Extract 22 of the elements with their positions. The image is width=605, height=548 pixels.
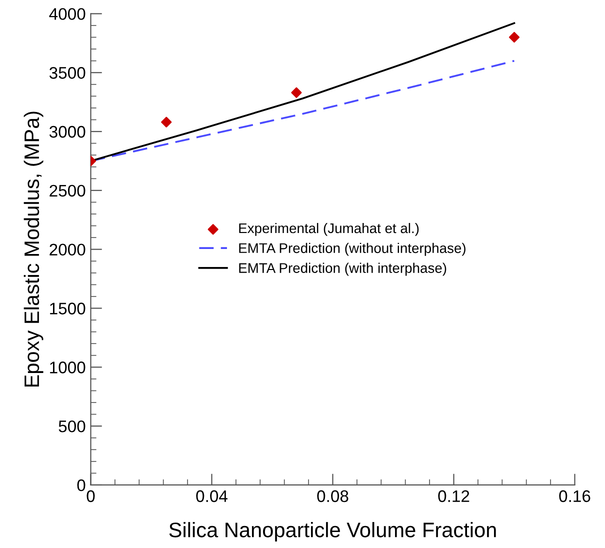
x-tick-label: 0 bbox=[86, 490, 95, 502]
x-tick-label: 0.08 bbox=[317, 490, 348, 502]
legend-label: EMTA Prediction (without interphase) bbox=[239, 242, 466, 256]
point bbox=[161, 116, 172, 128]
y-tick-label: 0 bbox=[77, 479, 86, 492]
y-tick-label: 1000 bbox=[50, 362, 86, 374]
y-tick-label: 2000 bbox=[50, 244, 86, 256]
point bbox=[291, 87, 302, 98]
y-axis-title: Epoxy Elastic Modulus, (MPa) bbox=[24, 112, 44, 387]
legend-label: EMTA Prediction (with interphase) bbox=[239, 262, 446, 276]
y-tick-label: 4000 bbox=[49, 8, 86, 20]
x-tick-label: 0.12 bbox=[438, 490, 470, 502]
point bbox=[508, 32, 520, 43]
y-tick-label: 3000 bbox=[49, 126, 86, 138]
x-tick-label: 0.16 bbox=[559, 490, 590, 502]
y-tick-label: 3500 bbox=[49, 67, 86, 79]
y-tick-label: 2500 bbox=[50, 184, 86, 197]
legend-label: Experimental (Jumahat et al.) bbox=[239, 222, 419, 236]
y-tick-label: 500 bbox=[58, 420, 86, 432]
y-tick-label: 1500 bbox=[50, 302, 86, 314]
x-axis-title: Silica Nanoparticle Volume Fraction bbox=[169, 522, 496, 542]
x-tick-label: 0.04 bbox=[196, 490, 228, 502]
